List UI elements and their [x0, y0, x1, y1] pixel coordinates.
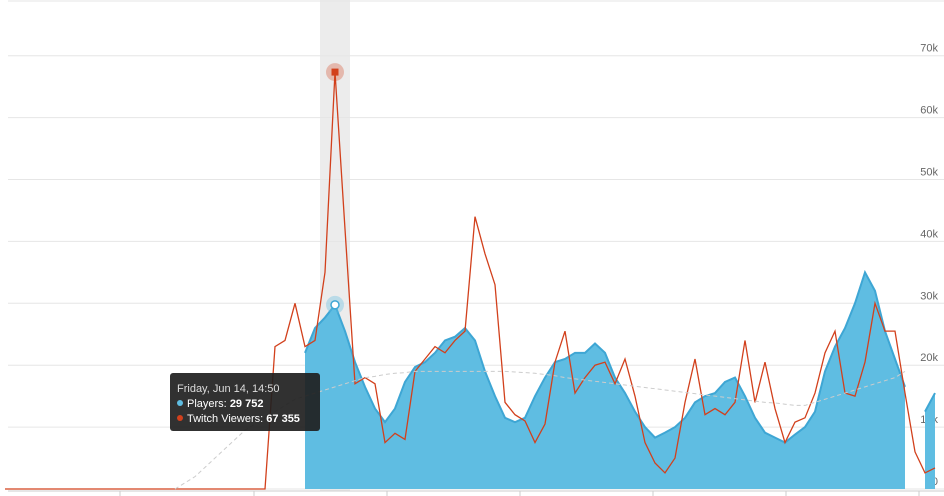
- tooltip-item: Twitch Viewers: 67 355: [187, 413, 300, 425]
- y-tick-label: 50k: [920, 167, 938, 179]
- players-line: [304, 269, 936, 444]
- tooltip: Friday, Jun 14, 14:50 Players: 29 752 Twit…: [170, 373, 320, 431]
- x-ticks: [119, 491, 920, 496]
- players-point: [330, 300, 340, 310]
- y-tick-label: 40k: [920, 228, 938, 240]
- tooltip-dot: [177, 400, 183, 406]
- y-tick-label: 70k: [920, 43, 938, 55]
- average-line: [174, 370, 906, 490]
- twitch-line: [5, 72, 936, 490]
- players-area: [305, 272, 935, 489]
- tooltip-item-name: Players:: [187, 398, 227, 410]
- tooltip-dot: [177, 415, 183, 421]
- y-tick-label: 20k: [920, 352, 938, 364]
- y-tick-label: 30k: [920, 290, 938, 302]
- tooltip-box: [170, 373, 320, 431]
- y-tick-label: 60k: [920, 105, 938, 117]
- tooltip-item-value: 29 752: [230, 398, 264, 410]
- twitch-point: [331, 68, 339, 76]
- tooltip-title: Friday, Jun 14, 14:50: [177, 383, 280, 395]
- plot: [5, 63, 936, 490]
- tooltip-item: Players: 29 752: [187, 398, 263, 410]
- tooltip-item-name: Twitch Viewers:: [187, 413, 263, 425]
- tooltip-item-value: 67 355: [266, 413, 300, 425]
